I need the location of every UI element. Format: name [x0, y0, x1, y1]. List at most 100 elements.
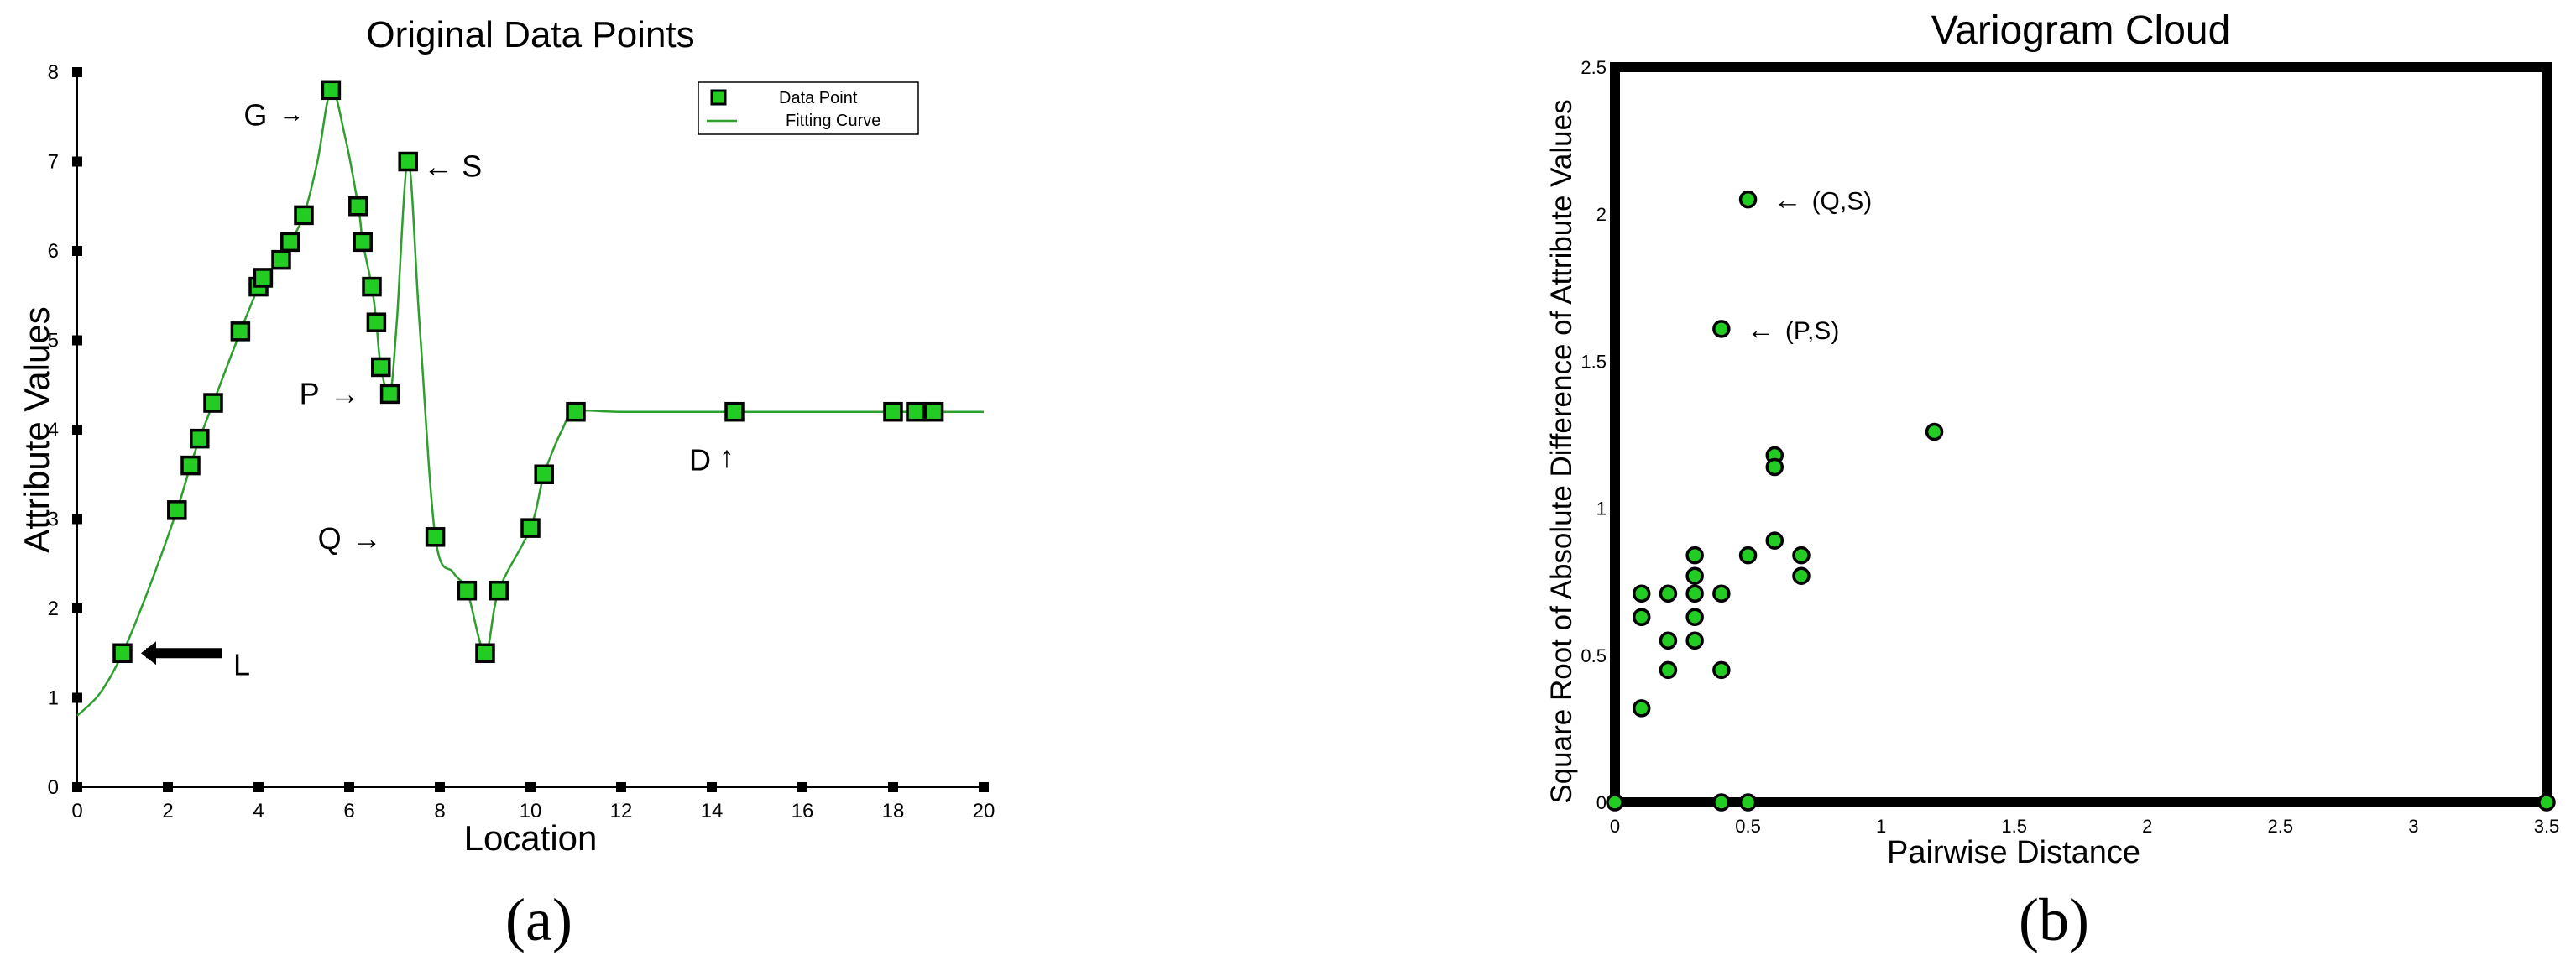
data-point-marker: [112, 643, 133, 663]
annotation-label: P: [300, 376, 320, 410]
y-tick-label: 5: [48, 330, 59, 352]
y-tick-label: 2: [1596, 204, 1607, 225]
legend-fitting-curve-label: Fitting Curve: [786, 112, 880, 130]
y-tick-mark: [72, 246, 82, 256]
data-point-marker: [203, 393, 223, 413]
y-tick-mark: [72, 67, 82, 77]
y-tick-mark-right: [2542, 62, 2552, 72]
x-axis-title: Pairwise Distance: [1887, 835, 2140, 870]
data-point-marker: [1685, 631, 1704, 650]
annotation-label: S: [462, 149, 482, 184]
data-point-marker: [1712, 320, 1731, 338]
data-point-marker: [520, 518, 541, 538]
legend-box: [698, 81, 919, 135]
annotation-arrow: ←: [1774, 185, 1802, 217]
annotation-arrow-head: [141, 641, 156, 666]
annotation-arrow: ←: [423, 149, 453, 184]
x-tick-label: 2: [162, 800, 173, 822]
y-tick-mark: [72, 692, 82, 703]
x-tick-mark: [888, 782, 898, 792]
x-tick-mark-top: [2142, 62, 2153, 72]
data-point-marker: [1659, 631, 1678, 650]
data-point-marker: [167, 500, 187, 520]
data-point-marker: [489, 580, 509, 601]
data-point-marker: [1792, 566, 1811, 585]
x-tick-label: 0: [1610, 816, 1620, 837]
y-tick-label: 4: [48, 419, 59, 441]
data-point-marker: [457, 580, 478, 601]
x-tick-label: 16: [792, 800, 814, 822]
x-tick-mark-top: [2408, 62, 2419, 72]
data-point-marker: [724, 401, 745, 422]
data-point-marker: [1632, 584, 1651, 603]
y-tick-label: 0.5: [1581, 645, 1607, 666]
panel-b-variogram-cloud: 0 0.5 1 1.5 2 2.5 3 3.5 0 0.5 1 1.5 2 2.5 Variogram Cl…: [1545, 8, 2559, 953]
data-point-marker: [253, 268, 274, 288]
data-point-marker: [230, 321, 251, 342]
x-tick-label: 12: [610, 800, 633, 822]
x-tick-mark-top: [1876, 62, 1887, 72]
y-tick-label: 1: [1596, 499, 1607, 519]
data-point-marker: [348, 196, 368, 217]
x-tick-mark: [616, 782, 626, 792]
data-point-marker: [1925, 422, 1944, 441]
x-tick-mark: [979, 782, 989, 792]
data-point-marker: [353, 232, 373, 253]
annotation-label: D: [689, 443, 711, 478]
x-tick-label: 14: [701, 800, 724, 822]
y-tick-label: 0: [1596, 792, 1607, 813]
data-point-marker: [379, 384, 400, 405]
data-point-marker: [294, 205, 314, 226]
x-tick-mark: [525, 782, 536, 792]
data-point-marker: [271, 249, 291, 270]
y-tick-mark-right: [2542, 356, 2552, 367]
annotation-label: G: [243, 97, 267, 132]
y-tick-label: 6: [48, 240, 59, 263]
annotation-label: L: [233, 647, 250, 681]
x-tick-label: 0.5: [1735, 816, 1761, 837]
x-tick-mark: [707, 782, 717, 792]
panel-label-b: (b): [2019, 886, 2089, 953]
x-tick-label: 6: [343, 800, 354, 822]
y-tick-label: 3: [48, 509, 59, 531]
legend-data-point-swatch: [710, 89, 727, 106]
data-point-marker: [923, 401, 944, 422]
data-point-marker: [366, 312, 387, 332]
x-tick-label: 8: [434, 800, 445, 822]
y-tick-label: 1.5: [1581, 351, 1607, 372]
data-point-marker: [1738, 190, 1758, 209]
x-tick-label: 4: [253, 800, 264, 822]
data-point-marker: [1792, 546, 1811, 565]
y-tick-label: 0: [48, 776, 59, 799]
y-tick-mark-right: [2542, 650, 2552, 660]
y-tick-mark-right: [2542, 209, 2552, 220]
data-point-marker: [280, 232, 300, 253]
data-point-marker: [190, 428, 210, 449]
data-point-marker: [1659, 660, 1678, 680]
data-point-marker: [2537, 793, 2556, 812]
data-point-marker: [1712, 793, 1731, 812]
x-tick-label: 18: [882, 800, 905, 822]
x-tick-mark: [2009, 797, 2020, 807]
data-point-marker: [1738, 793, 1758, 812]
data-point-marker: [425, 527, 446, 547]
x-tick-label: 1: [1876, 816, 1886, 837]
annotation-arrow: →: [330, 376, 360, 410]
data-point-marker: [362, 276, 382, 297]
x-tick-label: 1.5: [2001, 816, 2027, 837]
y-tick-mark: [72, 425, 82, 435]
x-tick-mark: [253, 782, 264, 792]
annotation-label: Q: [318, 521, 342, 556]
data-point-marker: [1765, 531, 1784, 550]
plot-frame: [1610, 62, 2552, 807]
x-tick-label: 3.5: [2534, 816, 2560, 837]
chart-title: Variogram Cloud: [1931, 8, 2231, 53]
data-point-marker: [1712, 660, 1731, 680]
x-tick-mark-top: [2275, 62, 2286, 72]
x-tick-mark-top: [2009, 62, 2020, 72]
data-point-marker: [534, 464, 554, 484]
x-tick-mark-top: [1743, 62, 1753, 72]
annotation-arrow: ←: [1747, 314, 1775, 346]
